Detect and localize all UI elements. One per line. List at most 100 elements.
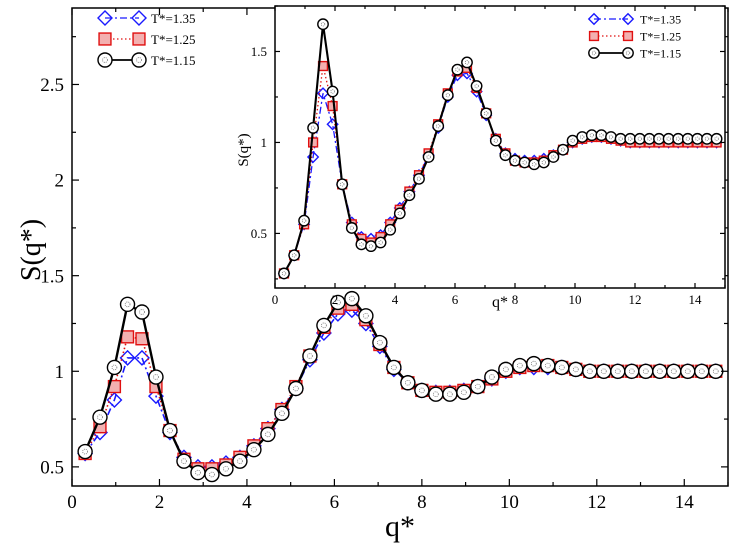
inset-series-2-point [336,178,349,191]
inset-series-2-point [691,132,704,145]
main-series-2-point [204,466,220,483]
main-series-2-point [498,361,514,378]
inset-series-2-point-marker-fill [627,136,633,142]
inset-series-2-point-marker-fill [445,92,451,98]
main-series-2-point [414,382,430,399]
main-legend-marker [98,32,112,46]
inset-y-axis-label: S(q*) [236,133,252,166]
inset-legend-marker [588,47,600,59]
inset-series-1-point [307,137,319,148]
inset-plot: 0 2 4 6 8 10 12 14 0.5 1 1.5 T*=1.35 T*=1.25 T*=1.15… [236,5,726,311]
inset-series-2-point [422,151,435,163]
main-series-2-point-marker-fill [167,427,173,434]
inset-series-2-point [355,238,368,251]
inset-y-tick-label: 1.5 [251,44,267,59]
inset-series-2-point-marker-fill [330,89,335,94]
inset-legend-label: T*=1.25 [640,30,681,44]
main-series-2-point [246,441,262,458]
main-series-2-point [232,453,248,469]
main-series-2-point-marker-fill [363,312,369,319]
main-series-2-point [288,380,304,397]
main-series-2-point [624,363,640,379]
main-series-2-point-marker-fill [195,469,201,476]
inset-series-2-point-marker-fill [637,136,643,142]
inset-series-2-point [393,207,406,220]
inset-series-2-point-marker-fill [474,83,479,89]
main-series-2-point [274,405,290,422]
main-legend-label: T*=1.15 [151,53,196,68]
main-series-2-point [119,296,136,313]
main-x-axis-label: q* [385,510,415,543]
inset-series-2-point [326,85,339,98]
main-series-2-point [708,363,724,379]
inset-series-2-point-marker-fill [685,136,691,142]
inset-series-2-point [384,223,397,236]
main-series-2-point-marker-fill [82,448,88,455]
inset-series-2-point-marker-fill [397,211,403,216]
main-series-2-point-marker-fill [111,364,118,371]
inset-series-2-point [307,121,319,134]
main-series-2-point-marker-fill [628,368,635,375]
inset-series-2-point [633,132,646,145]
inset-x-tick-label: 14 [689,292,703,307]
main-x-tick-label: 2 [155,492,165,513]
inset-series-2-point-marker-fill [579,134,585,140]
main-y-axis-label: S(q*) [16,219,47,281]
main-series-2-point-marker-fill [279,410,285,417]
main-series-2-point [652,363,668,379]
main-legend: T*=1.35 T*=1.25 T*=1.15 [97,10,196,68]
main-x-tick-label: 8 [417,492,427,513]
main-series-2-point-marker-fill [237,458,243,464]
main-x-tick-label: 0 [67,492,77,513]
main-series-2-point-marker-fill [181,458,187,464]
inset-legend-marker [587,12,601,26]
inset-series-2-point [509,154,521,167]
inset-series-2-point [278,267,290,280]
inset-y-tick-label: 1 [261,135,268,150]
main-series-2-point-marker-fill [265,431,271,438]
main-series-2-point [568,361,584,378]
inset-series-2-point-marker-fill [608,134,614,140]
inset-x-tick-label: 4 [392,292,399,307]
main-series-2-point [582,363,598,379]
inset-series-0-point [316,87,330,100]
main-series-2-point [316,317,332,334]
main-series-2-point-marker-fill [600,368,607,375]
inset-series-2-point-marker-fill [426,154,431,160]
inset-series-2-point-marker-fill [570,138,575,143]
main-series-layer [77,290,724,483]
main-series-2-point [526,355,542,372]
inset-series-2-point-marker-fill [560,147,566,152]
main-series-2-point-marker-fill [419,387,425,394]
inset-legend-marker [622,30,634,42]
main-series-2-point-marker-fill [656,368,663,375]
main-series-2-point-marker-fill [572,366,579,373]
main-series-2-point-marker-fill [642,368,649,375]
main-y-tick-label: 2.5 [40,75,64,96]
main-series-2-point-marker-fill [544,362,551,369]
inset-series-2-point-marker-fill [291,253,297,258]
main-series-2-point-marker-fill [377,339,383,346]
inset-series-2-point [624,132,637,145]
inset-series-2-point-marker-fill [656,136,662,142]
inset-legend-marker [622,47,634,59]
inset-series-2-point [413,172,425,185]
main-series-2-point-marker-fill [488,374,495,380]
main-x-tick-label: 12 [587,492,606,513]
inset-y-tick-label: 0.5 [251,226,267,241]
main-series-2-point-marker-fill [293,385,299,392]
inset-plot-frame [274,5,726,289]
main-series-2-point-marker-fill [209,471,215,478]
main-series-2-point-marker-fill [223,465,229,472]
inset-series-2-point [317,18,329,31]
main-y-tick-label: 2 [55,171,65,192]
inset-series-2-point [566,134,579,147]
main-series-2-point [666,363,682,379]
main-series-2-point [596,363,612,379]
main-series-2-point [638,363,654,379]
inset-series-2-point [614,132,627,145]
main-series-2-point [106,359,123,376]
inset-series-2-point [701,132,713,145]
